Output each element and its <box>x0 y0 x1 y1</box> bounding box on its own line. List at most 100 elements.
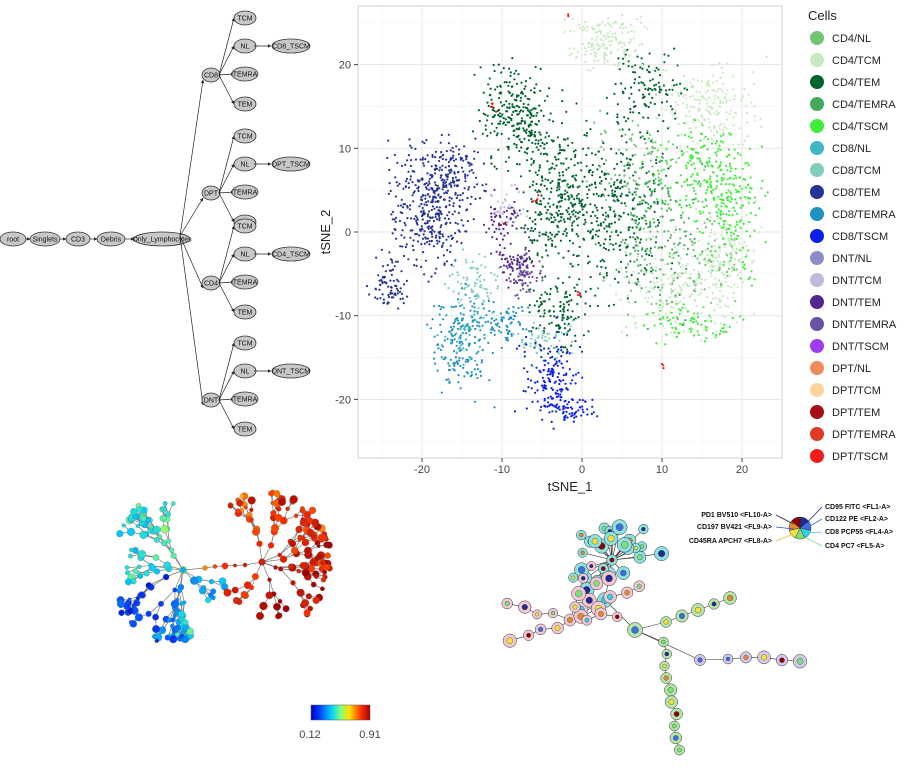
point <box>436 369 439 372</box>
tree-node <box>148 564 156 572</box>
point <box>571 203 574 206</box>
point <box>718 266 721 270</box>
gate-arrow <box>218 17 235 76</box>
point <box>611 194 614 197</box>
point <box>674 101 677 104</box>
point <box>604 266 607 269</box>
point <box>555 211 558 214</box>
point <box>715 174 719 178</box>
point <box>632 236 635 239</box>
point <box>458 341 461 345</box>
point <box>511 262 514 265</box>
point <box>728 162 732 165</box>
point <box>521 309 524 313</box>
gate-cd4-label: CD4 <box>204 280 218 287</box>
point <box>420 178 423 181</box>
point <box>646 185 650 188</box>
point <box>653 188 657 191</box>
point <box>440 344 444 347</box>
point <box>585 134 588 137</box>
point <box>522 127 525 130</box>
point <box>719 101 722 105</box>
point <box>576 302 579 306</box>
point <box>679 257 682 260</box>
point <box>565 387 568 390</box>
point <box>608 40 611 43</box>
legend-label: CD4/TSCM <box>832 121 888 133</box>
point <box>494 215 497 218</box>
point <box>734 174 737 177</box>
point <box>558 174 561 177</box>
point <box>655 66 658 69</box>
point <box>511 103 514 106</box>
series-dpt-tscm <box>490 13 665 370</box>
point <box>674 246 677 249</box>
point <box>404 245 407 249</box>
point <box>545 231 548 234</box>
point <box>629 252 632 255</box>
point <box>716 251 719 254</box>
point <box>541 334 544 337</box>
point <box>543 312 546 315</box>
point <box>624 53 627 56</box>
point <box>396 161 399 164</box>
point <box>567 186 570 189</box>
point <box>700 80 704 83</box>
point <box>715 333 718 336</box>
point <box>747 164 750 167</box>
point <box>647 65 651 68</box>
gate-arrow <box>179 79 205 237</box>
point <box>525 128 528 131</box>
point <box>689 325 693 328</box>
point <box>578 202 581 205</box>
point <box>447 287 450 290</box>
point <box>529 134 532 138</box>
point <box>720 183 723 186</box>
point <box>509 280 512 283</box>
point <box>670 311 673 314</box>
point <box>565 184 569 188</box>
point <box>631 133 634 136</box>
point <box>549 314 552 317</box>
point <box>458 337 461 340</box>
point <box>379 297 382 300</box>
point <box>559 219 562 222</box>
point <box>600 145 603 148</box>
point <box>685 115 688 118</box>
point <box>639 66 642 69</box>
point <box>509 217 512 220</box>
point <box>673 112 677 115</box>
point <box>439 176 442 179</box>
point <box>438 212 441 216</box>
point <box>574 317 577 320</box>
point <box>573 286 576 289</box>
point <box>419 158 422 161</box>
point <box>709 181 712 184</box>
point <box>710 164 713 167</box>
point <box>491 108 494 112</box>
point <box>501 201 504 204</box>
point <box>615 293 618 296</box>
point <box>654 241 658 244</box>
tree-node <box>251 573 259 581</box>
point <box>623 180 626 183</box>
point <box>479 66 482 69</box>
point <box>480 359 484 362</box>
point <box>678 322 682 325</box>
point <box>671 326 674 329</box>
point <box>673 296 676 299</box>
point <box>575 197 579 200</box>
point <box>538 231 541 234</box>
tree-node <box>143 570 150 577</box>
point <box>593 59 596 62</box>
point <box>690 157 694 160</box>
point <box>697 180 701 183</box>
point <box>700 339 703 342</box>
point <box>595 220 598 223</box>
legend-swatch <box>810 449 824 463</box>
point <box>720 135 723 138</box>
point <box>716 96 719 99</box>
point <box>730 286 733 289</box>
point <box>728 112 731 115</box>
point <box>639 238 643 241</box>
